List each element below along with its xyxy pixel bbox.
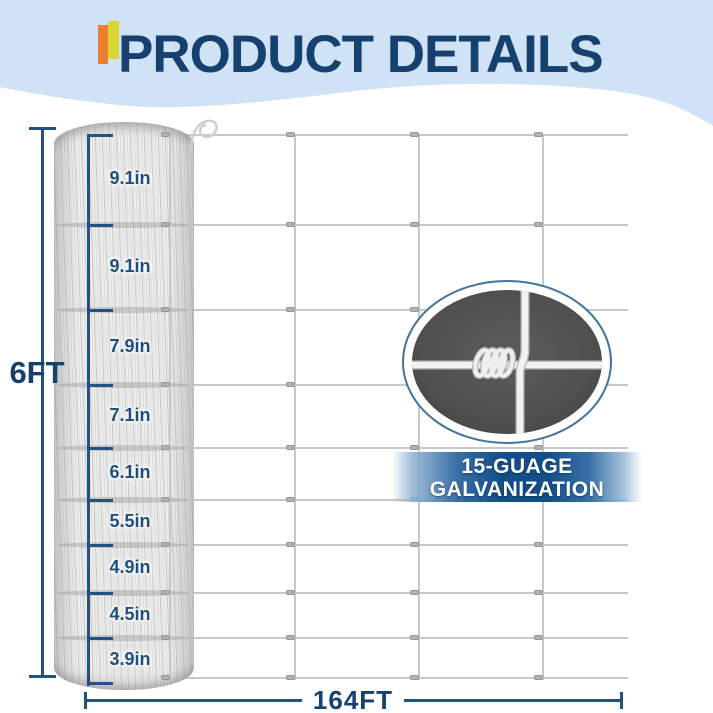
page-title: PRODUCT DETAILS [118,25,604,84]
badge-text-line2: GALVANIZATION [429,478,605,501]
mesh-horizontal-wire [158,134,628,136]
mesh-horizontal-wire [158,447,628,449]
roll-band-seam [57,382,189,388]
length-dimension-right-segment [404,699,622,702]
wire-knot-clip [410,635,419,640]
mesh-horizontal-wire [158,637,628,639]
wire-knot-clip [286,635,295,640]
mesh-horizontal-wire [158,677,628,679]
spacing-label: 9.1in [109,255,151,276]
roll-band-seam [57,635,189,641]
roll-band-seam [57,222,189,228]
wire-knot-clip [534,635,543,640]
wire-knot-clip [410,222,419,227]
length-dimension-left-cap [84,692,87,709]
wire-knot-clip [410,675,419,680]
mesh-horizontal-wire [158,592,628,594]
badge-text-line1: 15-GUAGE [461,455,573,478]
title-accent-bar-yellow [108,21,119,59]
height-label: 6FT [9,355,65,390]
wire-knot-clip [161,497,170,502]
roll-band-seam [57,542,189,548]
spacing-label: 9.1in [109,168,151,188]
roll-band-seam [57,590,189,596]
wire-knot-clip [286,675,295,680]
spacing-tick [87,134,113,137]
spacing-tick [87,682,113,685]
height-dimension-line [41,128,44,678]
wire-knot-clip [286,132,295,137]
spacing-label: 4.9in [109,557,151,577]
wire-knot-clip [161,132,170,137]
wire-knot-clip [534,445,543,450]
roll-wire-curl [190,119,218,151]
mesh-horizontal-wire [158,309,628,311]
wire-coil-knot [472,347,516,379]
wire-knot-clip [286,307,295,312]
length-dimension-left-segment [85,699,302,702]
wire-knot-clip [410,307,419,312]
wire-knot-clip [534,542,543,547]
length-label: 164FT [312,685,394,713]
spacing-label: 3.9in [109,648,151,669]
wire-knot-clip [286,222,295,227]
spacing-label: 4.5in [109,603,151,624]
header-wave-background [0,0,713,126]
wire-knot-zoom-inset [402,280,612,444]
title-accent-bar-orange [98,25,108,64]
spacing-label: 7.1in [109,404,151,425]
wire-knot-clip [161,675,170,680]
galvanization-badge: 15-GUAGE GALVANIZATION [392,452,642,502]
spacing-bracket-line [87,135,90,686]
spacing-tick [87,592,113,595]
spacing-tick [87,309,113,312]
mesh-horizontal-wire [158,224,628,226]
spacing-tick [87,384,113,387]
spacing-tick [87,447,113,450]
wire-knot-illustration [412,290,602,434]
wire-knot-clip [534,222,543,227]
mesh-vertical-wire [169,135,171,680]
wire-knot-clip [161,307,170,312]
wire-knot-clip [410,445,419,450]
spacing-tick [87,224,113,227]
mesh-vertical-wire [418,135,420,680]
height-dimension-bottom-cap [29,675,56,678]
wire-knot-clip [534,675,543,680]
roll-band-seam [57,307,189,313]
wire-knot-clip [161,382,170,387]
wire-knot-clip [161,590,170,595]
spacing-tick [87,544,113,547]
spacing-label: 7.9in [109,335,151,356]
mesh-horizontal-wire [158,384,628,386]
roll-band-seam [57,497,189,503]
mesh-vertical-wire [294,135,296,680]
wire-knot-clip [286,382,295,387]
wire-knot-clip [286,445,295,450]
spacing-tick [87,637,113,640]
mesh-horizontal-wire [158,544,628,546]
wire-knot-clip [161,222,170,227]
wire-knot-clip [534,132,543,137]
spacing-label: 6.1in [109,462,151,482]
wire-knot-clip [410,542,419,547]
wire-knot-clip [286,542,295,547]
wire-knot-clip [161,635,170,640]
length-dimension-right-cap [620,692,623,709]
wire-knot-clip [534,590,543,595]
spacing-label: 5.5in [109,510,151,531]
wire-knot-clip [286,497,295,502]
spacing-tick [87,499,113,502]
wire-knot-clip [161,542,170,547]
wire-knot-clip [286,590,295,595]
wire-knot-clip [161,445,170,450]
roll-band-seam [57,445,189,451]
wire-knot-clip [410,590,419,595]
height-dimension-top-cap [29,127,56,130]
wire-knot-clip [410,132,419,137]
